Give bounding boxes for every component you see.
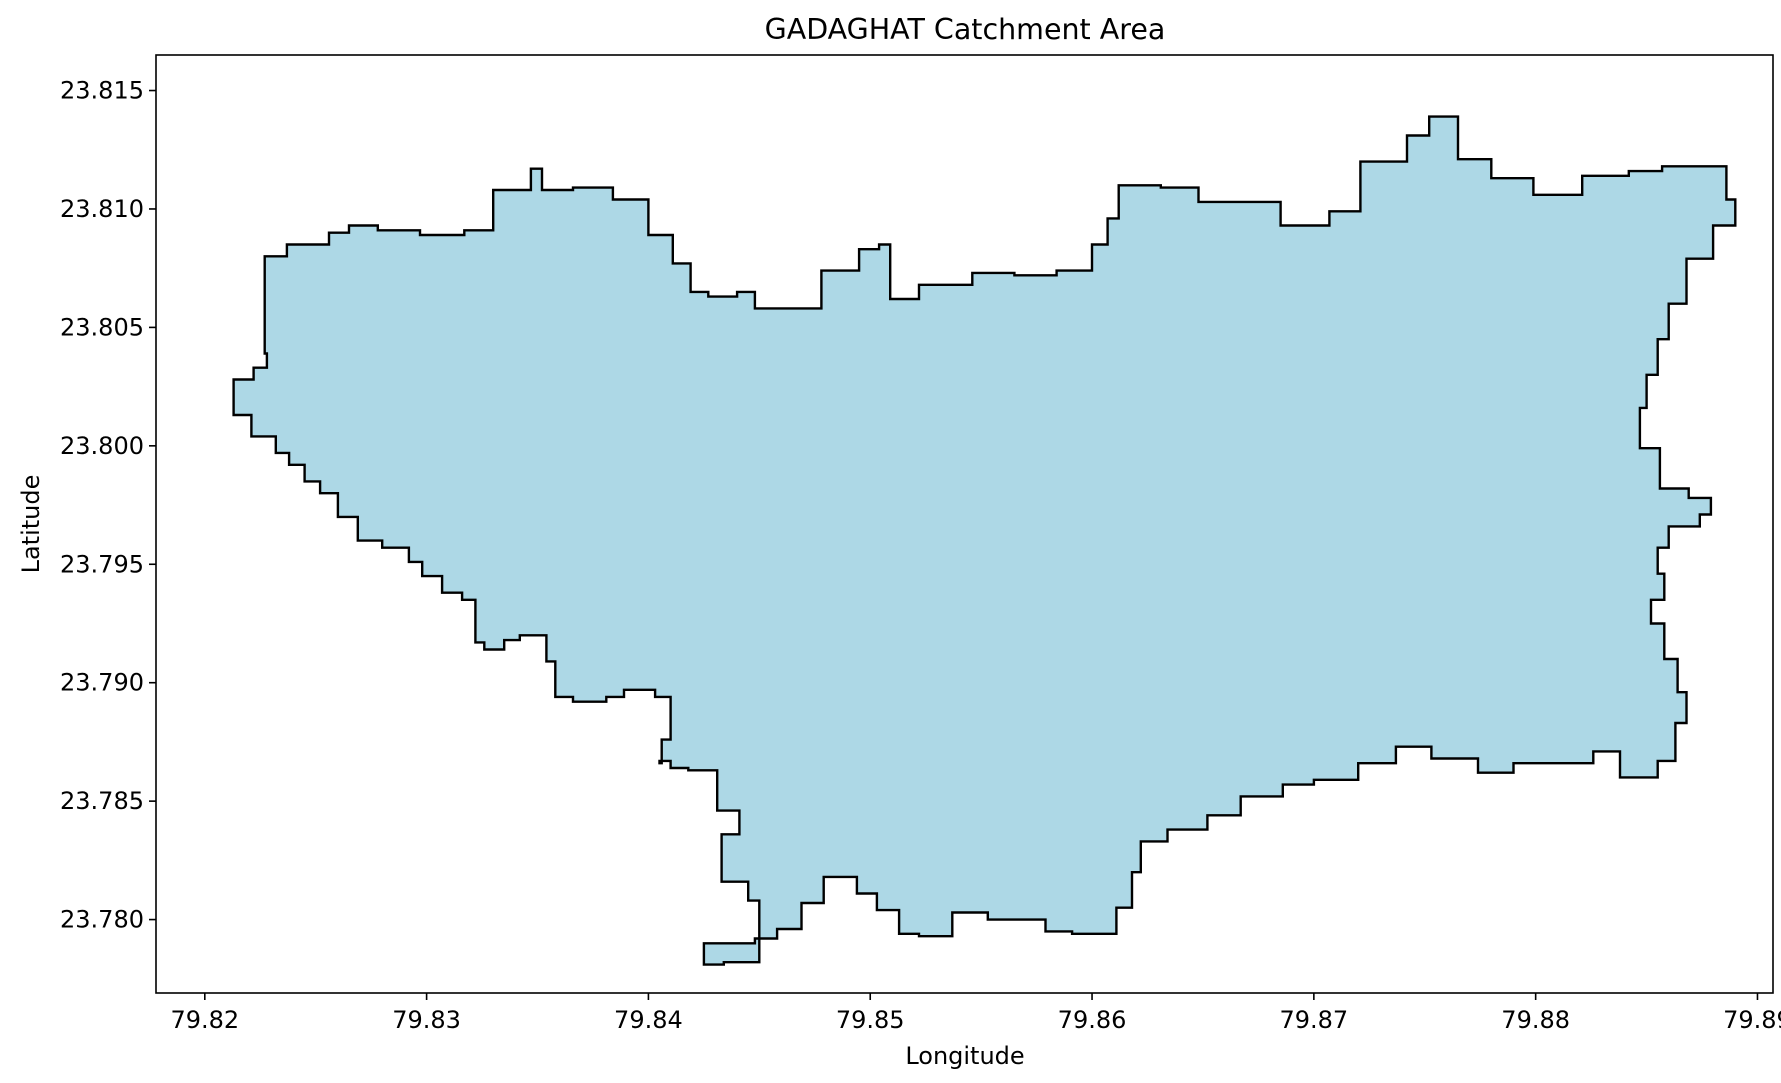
- y-tick-label: 23.790: [60, 669, 144, 697]
- x-tick-label: 79.86: [1058, 1006, 1127, 1034]
- y-tick-label: 23.805: [60, 313, 144, 341]
- x-tick-label: 79.84: [614, 1006, 683, 1034]
- y-axis-ticks: 23.780 23.785 23.790 23.795 23.800 23.805 23.8…: [60, 77, 156, 934]
- x-tick-label: 79.85: [836, 1006, 905, 1034]
- x-tick-label: 79.82: [170, 1006, 239, 1034]
- plot-title: GADAGHAT Catchment Area: [765, 13, 1166, 46]
- y-tick-label: 23.785: [60, 787, 144, 815]
- y-tick-label: 23.780: [60, 906, 144, 934]
- y-tick-label: 23.815: [60, 77, 144, 105]
- y-tick-label: 23.810: [60, 195, 144, 223]
- x-tick-label: 79.89: [1723, 1006, 1781, 1034]
- x-axis-label: Longitude: [905, 1042, 1024, 1070]
- x-tick-label: 79.88: [1501, 1006, 1570, 1034]
- catchment-area-polygon: [232, 115, 1737, 966]
- x-tick-label: 79.83: [392, 1006, 461, 1034]
- plot-frame-border: [155, 54, 1774, 994]
- x-axis-ticks: 79.82 79.83 79.84 79.85 79.86 79.87 79.88 79.89: [170, 993, 1781, 1034]
- y-tick-label: 23.795: [60, 550, 144, 578]
- y-axis-label: Latitude: [17, 475, 45, 574]
- y-tick-label: 23.800: [60, 432, 144, 460]
- x-tick-label: 79.87: [1279, 1006, 1348, 1034]
